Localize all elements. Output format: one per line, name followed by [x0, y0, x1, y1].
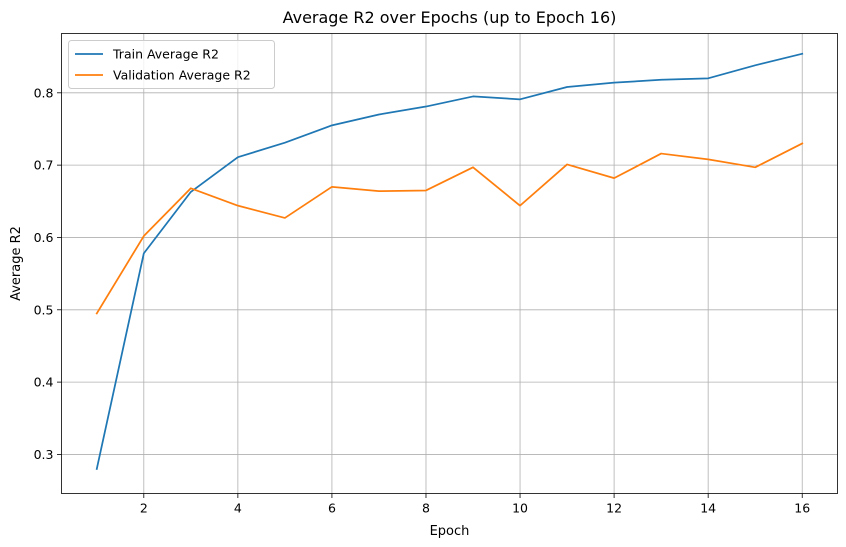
legend-label-validation: Validation Average R2: [113, 68, 251, 83]
y-axis-label: Average R2: [9, 226, 24, 301]
series-lines: [95, 52, 804, 470]
y-tick-label: 0.6: [34, 230, 54, 245]
legend: Train Average R2 Validation Average R2: [68, 40, 275, 89]
y-tick-label: 0.8: [34, 85, 54, 100]
y-tick-label: 0.5: [34, 302, 54, 317]
grid-lines: [61, 33, 838, 494]
chart-title: Average R2 over Epochs (up to Epoch 16): [283, 8, 617, 27]
validation-series-line: [95, 142, 804, 315]
plot-frame: [61, 33, 838, 494]
x-tick-label: 10: [512, 501, 528, 516]
legend-box: [68, 40, 275, 89]
y-tick-label: 0.7: [34, 158, 54, 173]
x-axis-label: Epoch: [430, 524, 470, 539]
train-series-line: [95, 52, 804, 470]
y-tick-label: 0.4: [34, 375, 54, 390]
x-tick-label: 16: [794, 501, 810, 516]
axis-ticks: 2 4 6 8 10 12 14 16 0.3 0.4 0.5 0.6 0.7 0.8: [34, 85, 811, 515]
x-tick-label: 12: [606, 501, 622, 516]
legend-label-train: Train Average R2: [112, 47, 219, 62]
x-tick-label: 6: [328, 501, 336, 516]
x-tick-label: 8: [422, 501, 430, 516]
x-tick-label: 14: [700, 501, 716, 516]
x-tick-label: 4: [234, 501, 242, 516]
y-tick-label: 0.3: [34, 447, 54, 462]
x-tick-label: 2: [140, 501, 148, 516]
